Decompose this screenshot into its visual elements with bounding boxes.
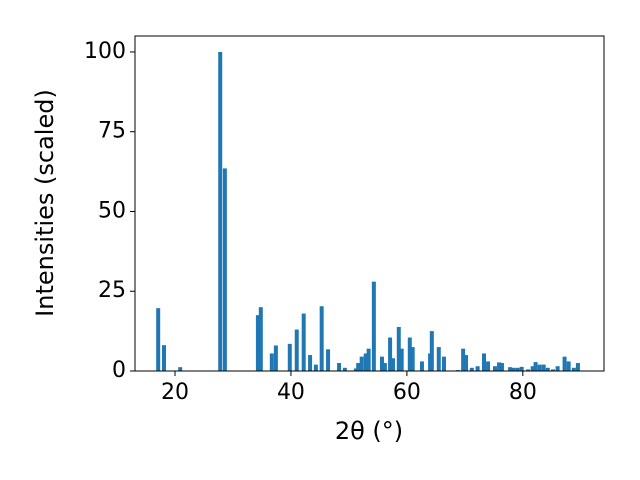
- y-tick-label: 50: [98, 198, 126, 223]
- bar: [493, 366, 498, 371]
- bar: [550, 369, 555, 371]
- bar: [366, 348, 371, 371]
- bar: [294, 329, 299, 371]
- bar: [326, 349, 331, 371]
- bar: [555, 366, 560, 371]
- bar: [301, 313, 306, 371]
- bar: [562, 356, 567, 371]
- bar: [436, 347, 441, 371]
- bar: [273, 345, 278, 371]
- bar: [371, 281, 376, 371]
- bar: [464, 355, 469, 371]
- x-tick-label: 60: [393, 380, 421, 405]
- bar: [178, 367, 183, 371]
- bar: [461, 348, 466, 371]
- bar: [363, 353, 368, 371]
- bar: [342, 367, 347, 371]
- bar: [388, 337, 393, 371]
- bar: [429, 331, 434, 371]
- bar: [545, 367, 550, 371]
- bar: [410, 347, 415, 371]
- bar: [337, 363, 342, 371]
- bar: [399, 348, 404, 371]
- bar: [356, 363, 361, 371]
- bar: [530, 366, 535, 371]
- bar: [575, 363, 580, 371]
- bar: [419, 361, 424, 371]
- bar: [313, 364, 318, 371]
- bar: [258, 307, 263, 371]
- bar: [481, 353, 486, 371]
- bar: [156, 308, 161, 371]
- bar: [359, 356, 364, 371]
- bar: [407, 337, 412, 371]
- bar: [218, 51, 223, 371]
- bar: [255, 315, 260, 371]
- bar: [541, 364, 546, 371]
- y-axis-label: Intensities (scaled): [31, 89, 59, 317]
- x-tick-label: 20: [161, 380, 189, 405]
- bar: [390, 358, 395, 371]
- bar: [441, 356, 446, 371]
- bar: [571, 367, 576, 371]
- x-axis-label: 2θ (°): [335, 417, 403, 445]
- y-tick-label: 0: [112, 358, 126, 383]
- y-tick-label: 75: [98, 119, 126, 144]
- bar: [469, 367, 474, 371]
- bar: [475, 366, 480, 371]
- bar: [287, 343, 292, 371]
- bar: [222, 168, 227, 371]
- bar: [396, 326, 401, 371]
- bar: [353, 368, 358, 371]
- bar: [269, 353, 274, 371]
- x-tick-label: 80: [509, 380, 537, 405]
- bar: [533, 362, 538, 371]
- x-tick-label: 40: [277, 380, 305, 405]
- y-tick-label: 25: [98, 278, 126, 303]
- bar: [308, 355, 313, 371]
- bar: [161, 345, 166, 371]
- bar: [499, 363, 504, 371]
- bar: [537, 364, 542, 371]
- bar: [511, 367, 516, 371]
- bar: [379, 356, 384, 371]
- bar: [566, 361, 571, 371]
- bar: [508, 367, 513, 371]
- bar: [526, 369, 531, 371]
- plot-frame: [134, 35, 605, 372]
- bar: [486, 361, 491, 371]
- bar: [319, 306, 324, 371]
- bar: [382, 363, 387, 371]
- y-tick-label: 100: [84, 39, 126, 64]
- bar: [515, 367, 520, 371]
- bar: [519, 366, 524, 371]
- bar: [497, 362, 502, 371]
